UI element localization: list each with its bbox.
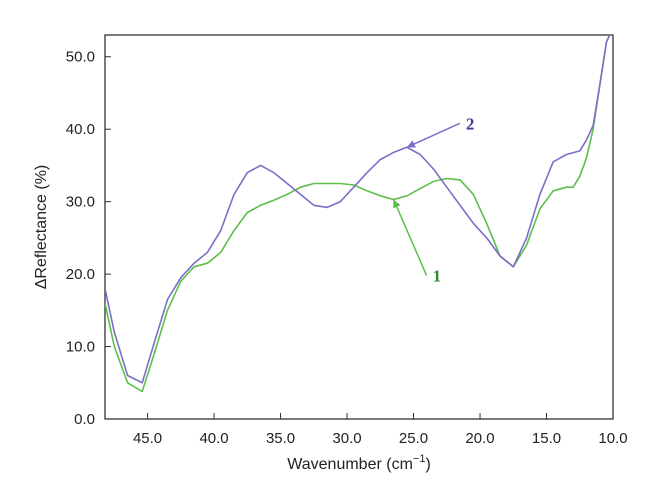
plot-frame: [104, 34, 614, 420]
series-lines: [105, 35, 611, 393]
plot-area: [104, 34, 614, 420]
x-tick-label: 30.0: [332, 430, 361, 447]
annotation-arrowhead-2: [406, 140, 416, 148]
series-label-1: 1: [433, 266, 442, 285]
series-annotations: 21: [392, 114, 475, 285]
y-tick-label: 10.0: [66, 339, 95, 356]
x-tick-label: 25.0: [399, 430, 428, 447]
y-tick-label: 40.0: [66, 121, 95, 138]
y-axis-title: ΔReflectance (%): [33, 165, 50, 290]
x-tick-label: 40.0: [199, 430, 228, 447]
y-tick-label: 50.0: [66, 49, 95, 66]
x-tick-label: 10.0: [598, 430, 627, 447]
y-axis-ticks: 0.0 10.0 20.0 30.0 40.0 50.0: [66, 49, 111, 428]
annotation-leader-2: [406, 122, 461, 148]
series-label-2: 2: [466, 114, 475, 133]
annotation-leader-1: [392, 199, 428, 276]
x-axis-ticks: 45.0 40.0 35.0 30.0 25.0 20.0 15.0 10.0: [133, 413, 628, 447]
x-tick-label: 15.0: [532, 430, 561, 447]
series-2-line: [105, 35, 611, 384]
x-axis-title: Wavenumber (cm−1): [287, 453, 431, 473]
series-1-line: [105, 35, 611, 393]
x-tick-label: 20.0: [465, 430, 494, 447]
annotation-arrowhead-1: [393, 199, 401, 209]
y-tick-label: 30.0: [66, 194, 95, 211]
x-tick-label: 35.0: [266, 430, 295, 447]
y-tick-label: 20.0: [66, 266, 95, 283]
x-tick-label: 45.0: [133, 430, 162, 447]
y-tick-label: 0.0: [74, 411, 95, 428]
